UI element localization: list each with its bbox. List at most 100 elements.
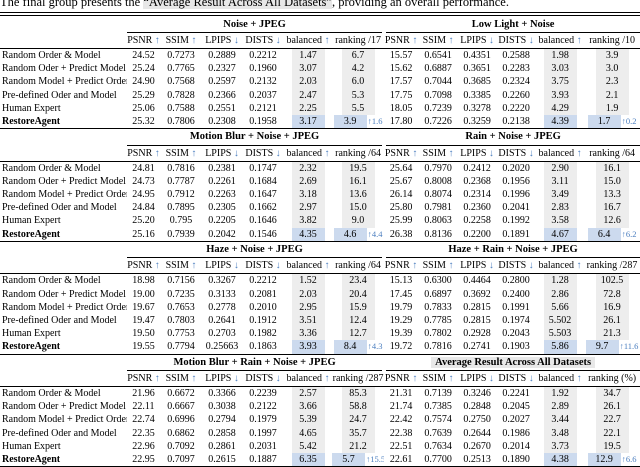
metric-value: 26.38 [389,228,413,240]
ranking-value: 2.1 [584,88,640,102]
metric-value: 0.2132 [249,76,277,88]
table-row: Random Order & Model 18.98 0.7156 0.3267 0.2… [0,274,640,288]
metric-value: 0.2381 [208,162,236,174]
table-title-text: Noise + JPEG [223,18,286,30]
balanced-value: 3.93 [284,340,332,354]
column-header-dists: DISTS ↓ [496,370,537,388]
table-title: Average Result Across All Datasets [384,354,640,372]
metric-value: 0.1747 [249,162,277,174]
table-title: Noise + JPEG [127,16,387,33]
ranking-shaded-value: 13.3 [595,188,629,202]
table-row: RestoreAgent 25.32 0.7806 0.2308 0.1958 3.17 3… [0,114,640,129]
table-title: Haze + Rain + Noise + JPEG [384,241,640,259]
balanced-value: 3.18 [284,188,332,202]
metric-value: 0.1956 [502,175,530,187]
balanced-shaded-value: 2.57 [291,387,325,401]
ranking-value: 58.8 [332,400,384,414]
ranking-value: 1.9 [584,101,640,115]
metric-value: 0.7098 [424,89,452,101]
table-row: RestoreAgent 22.95 0.7097 0.2615 0.1887 6.35 5… [0,453,640,467]
metric-value: 0.7895 [167,202,195,214]
row-label: Random Model + Predict Order [2,76,127,88]
balanced-shaded-value: 4.39 [543,114,577,129]
balanced-shaded-value: 5.39 [291,413,325,427]
metric-value: 0.2045 [502,401,530,413]
balanced-value: 3.58 [536,214,584,228]
table-row: Pre-defined Oder and Model 25.29 0.7828 0.2… [0,88,640,102]
metric-value: 0.2400 [502,288,530,300]
metric-value: 0.1887 [249,454,277,466]
column-header-label: balanced [538,260,577,272]
metric-value: 0.2121 [249,102,277,114]
column-header-dists: DISTS ↓ [242,370,284,388]
column-header-label: DISTS [245,147,276,159]
column-header-psnr: PSNR ↑ [127,257,160,275]
column-header-ssim: SSIM ↑ [418,145,459,162]
metric-value: 0.2305 [208,202,236,214]
down-arrow-icon: ↓ [528,260,534,272]
metric-value: 0.1996 [502,189,530,201]
column-header-label: SSIM [165,147,192,159]
balanced-value: 5.42 [284,439,332,454]
metric-value: 19.79 [389,301,413,313]
table-title: Rain + Noise + JPEG [384,129,640,146]
column-header-label: PSNR [127,147,155,159]
balanced-value: 4.39 [536,114,584,129]
metric-value: 0.1863 [249,341,277,353]
ranking-value: 4.2 [332,62,384,76]
column-header-ssim: SSIM ↑ [418,370,459,388]
balanced-value: 2.90 [536,161,584,175]
balanced-value: 3.75 [536,75,584,89]
column-header-label: SSIM [422,34,449,46]
column-header-psnr: PSNR ↑ [127,32,160,49]
corner-spacer [0,129,127,145]
column-header-ssim: SSIM ↑ [160,32,202,49]
column-header-label: balanced [538,372,577,384]
metric-value: 0.7156 [167,275,195,287]
metric-value: 25.64 [389,162,413,174]
metric-value: 25.06 [132,102,155,114]
metric-value: 15.62 [389,63,413,75]
column-header-label: SSIM [165,34,192,46]
column-header-psnr: PSNR ↑ [384,145,419,162]
ranking-value: 16.1 [332,174,384,189]
metric-value: 0.1662 [249,202,277,214]
column-header-ranking: ranking /64 [332,257,385,275]
metric-value: 17.75 [389,89,413,101]
metric-value: 0.4464 [463,275,491,287]
corner-spacer [0,32,127,49]
down-arrow-icon: ↓ [488,260,494,272]
metric-value: 0.2241 [502,388,530,400]
balanced-shaded-value: 2.89 [543,400,577,414]
down-arrow-icon: ↓ [488,372,494,384]
ranking-value: 72.8 [584,287,640,301]
metric-value: 15.13 [389,275,413,287]
balanced-shaded-value: 5.42 [291,439,325,454]
balanced-value: 2.69 [284,174,332,189]
balanced-shaded-value: 1.92 [543,387,577,401]
balanced-shaded-value: 2.03 [291,75,325,89]
down-arrow-icon: ↓ [275,147,281,159]
ranking-shaded-value: 21.2 [341,439,375,454]
metric-value: 0.2027 [502,414,530,426]
metric-value: 22.38 [389,427,413,439]
metric-value: 0.7981 [424,202,452,214]
metric-value: 0.7806 [167,115,195,127]
ranking-shaded-value: 26.1 [595,400,629,414]
metric-value: 0.7588 [167,102,195,114]
metric-value: 0.2928 [463,328,491,340]
column-header-label: balanced [286,260,325,272]
metric-value: 25.67 [389,175,413,187]
balanced-shaded-value: 3.18 [291,188,325,202]
balanced-shaded-value: 3.49 [543,188,577,202]
balanced-value: 2.97 [284,201,332,215]
ranking-shaded-value: 5.5 [341,101,375,115]
intro-prefix: The final group presents the [0,0,144,9]
balanced-value: 3.66 [284,400,332,414]
up-arrow-icon: ↑ [412,372,418,384]
row-label: Human Expert [2,102,61,114]
metric-value: 0.7828 [167,89,195,101]
ranking-shaded-value: 16.1 [341,174,375,189]
metric-value: 0.7794 [167,341,195,353]
column-header-label: balanced [286,372,325,384]
